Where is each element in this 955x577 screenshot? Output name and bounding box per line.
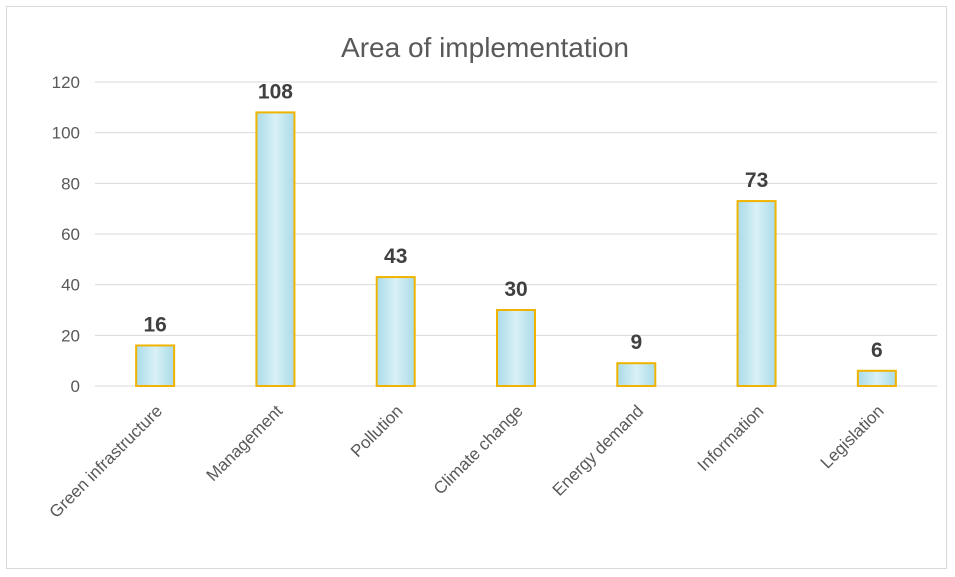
y-tick-label: 20 bbox=[61, 326, 80, 345]
y-axis-ticks: 0 20 40 60 80 100 120 bbox=[52, 73, 80, 396]
bar bbox=[736, 200, 777, 387]
x-tick-label: Green infrastructure bbox=[46, 401, 166, 521]
y-tick-label: 0 bbox=[71, 377, 80, 396]
bar bbox=[496, 309, 536, 387]
x-tick-label: Climate change bbox=[430, 401, 527, 498]
data-label: 108 bbox=[258, 80, 293, 103]
bar bbox=[255, 111, 296, 388]
x-tick-label: Legislation bbox=[817, 401, 888, 472]
bar bbox=[375, 276, 416, 388]
gridlines bbox=[95, 81, 937, 387]
x-tick-label: Information bbox=[694, 401, 768, 475]
bars bbox=[135, 111, 897, 388]
y-tick-label: 120 bbox=[52, 73, 80, 92]
y-tick-label: 80 bbox=[61, 174, 80, 193]
y-tick-label: 60 bbox=[61, 225, 80, 244]
y-tick-label: 40 bbox=[61, 276, 80, 295]
data-labels: 16 108 43 30 9 73 6 bbox=[143, 80, 882, 361]
bar bbox=[135, 344, 176, 388]
data-label: 6 bbox=[871, 339, 883, 362]
chart-title: Area of implementation bbox=[341, 32, 629, 63]
x-tick-label: Management bbox=[203, 401, 287, 485]
data-label: 73 bbox=[745, 169, 768, 192]
x-tick-label: Pollution bbox=[347, 401, 407, 461]
x-axis-ticks: Green infrastructure Management Pollution C… bbox=[46, 401, 888, 522]
chart-frame bbox=[6, 6, 947, 569]
bar bbox=[856, 369, 897, 387]
data-label: 16 bbox=[143, 313, 166, 336]
x-tick-label: Energy demand bbox=[549, 401, 647, 499]
bar bbox=[616, 362, 657, 388]
data-label: 43 bbox=[384, 245, 407, 268]
y-tick-label: 100 bbox=[52, 124, 80, 143]
data-label: 9 bbox=[630, 331, 642, 354]
data-label: 30 bbox=[504, 278, 527, 301]
